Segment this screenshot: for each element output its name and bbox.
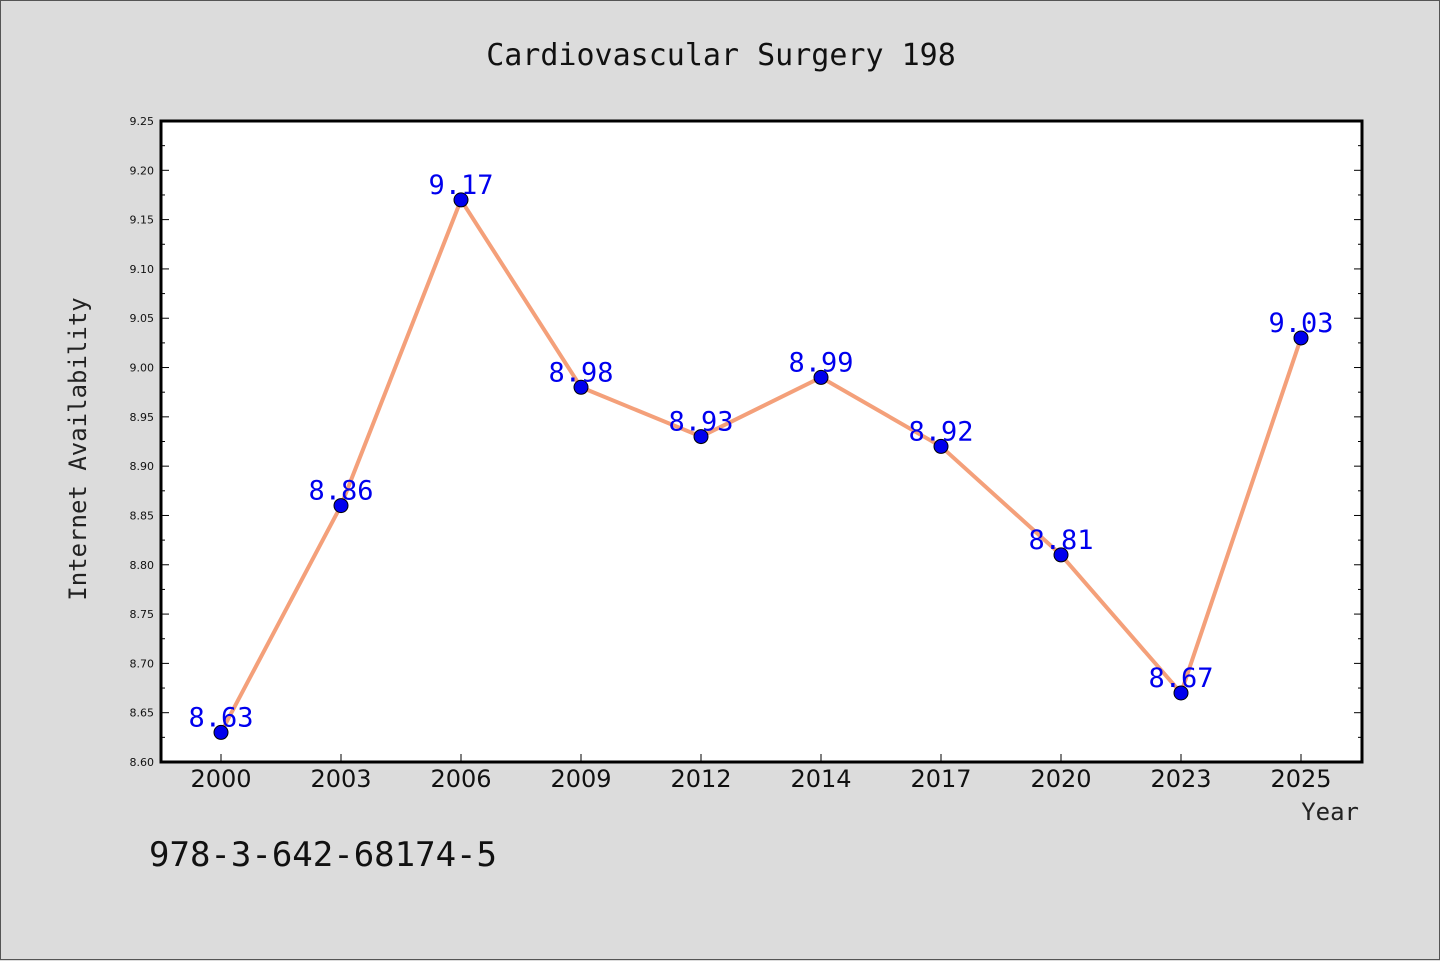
y-tick-label: 9.10 bbox=[130, 263, 155, 276]
x-axis-ticks: 2000 2003 2006 2009 2012 2014 2017 2020 2023 2025 bbox=[190, 754, 1332, 793]
x-tick-label: 2020 bbox=[1030, 765, 1091, 793]
x-tick-label: 2025 bbox=[1270, 765, 1331, 793]
markers-group bbox=[213, 192, 1309, 740]
data-labels-group: 8.63 8.86 9.17 8.98 8.93 8.99 8.92 8.81 8.67 9.03 bbox=[188, 170, 1333, 734]
x-tick-label: 2023 bbox=[1150, 765, 1211, 793]
data-point-marker bbox=[693, 429, 709, 445]
x-tick-label: 2017 bbox=[910, 765, 971, 793]
data-point-marker bbox=[933, 438, 949, 454]
y-tick-label: 9.20 bbox=[130, 164, 155, 177]
x-tick-label: 2003 bbox=[310, 765, 371, 793]
series-line bbox=[219, 197, 1303, 734]
y-tick-label: 9.15 bbox=[130, 214, 155, 227]
data-point-marker bbox=[333, 498, 349, 514]
x-tick-label: 2006 bbox=[430, 765, 491, 793]
y-tick-label: 8.95 bbox=[130, 411, 155, 424]
y-tick-label: 8.60 bbox=[130, 756, 155, 769]
x-tick-label: 2000 bbox=[190, 765, 251, 793]
y-axis-label: Internet Availability bbox=[64, 297, 92, 600]
data-label: 8.99 bbox=[788, 347, 853, 378]
data-label: 8.98 bbox=[548, 357, 613, 388]
data-label: 9.03 bbox=[1268, 308, 1333, 339]
data-point-marker bbox=[573, 379, 589, 395]
y-tick-label: 8.65 bbox=[130, 707, 155, 720]
data-point-marker bbox=[1173, 685, 1189, 701]
y-tick-label: 9.25 bbox=[130, 115, 155, 128]
y-tick-label: 8.70 bbox=[130, 657, 155, 670]
data-label: 8.92 bbox=[908, 416, 973, 447]
data-label: 8.81 bbox=[1028, 525, 1093, 556]
data-point-marker bbox=[1293, 330, 1309, 346]
data-label: 8.93 bbox=[668, 407, 733, 438]
isbn-footer: 978-3-642-68174-5 bbox=[149, 835, 497, 875]
data-label: 8.86 bbox=[308, 476, 373, 507]
data-point-marker bbox=[1053, 547, 1069, 563]
x-tick-label: 2009 bbox=[550, 765, 611, 793]
data-label: 8.63 bbox=[188, 702, 253, 733]
data-point-marker bbox=[813, 369, 829, 385]
data-point-marker bbox=[453, 192, 469, 208]
y-tick-label: 8.80 bbox=[130, 559, 155, 572]
chart-title: Cardiovascular Surgery 198 bbox=[486, 38, 956, 73]
x-axis-label: Year bbox=[1301, 798, 1359, 826]
y-tick-label: 8.90 bbox=[130, 460, 155, 473]
y-axis-ticks: 8.60 8.65 8.70 8.75 8.80 8.85 8.90 8.95 9.00 9.05… bbox=[130, 115, 1362, 769]
data-point-marker bbox=[213, 724, 229, 740]
plot-area bbox=[159, 119, 1364, 764]
y-tick-label: 9.00 bbox=[130, 362, 155, 375]
x-tick-label: 2014 bbox=[790, 765, 851, 793]
data-label: 8.67 bbox=[1148, 663, 1213, 694]
data-label: 9.17 bbox=[428, 170, 493, 201]
series-line-group bbox=[219, 197, 1303, 734]
y-tick-label: 8.75 bbox=[130, 608, 155, 621]
y-tick-label: 8.85 bbox=[130, 509, 155, 522]
x-tick-label: 2012 bbox=[670, 765, 731, 793]
y-tick-label: 9.05 bbox=[130, 312, 155, 325]
